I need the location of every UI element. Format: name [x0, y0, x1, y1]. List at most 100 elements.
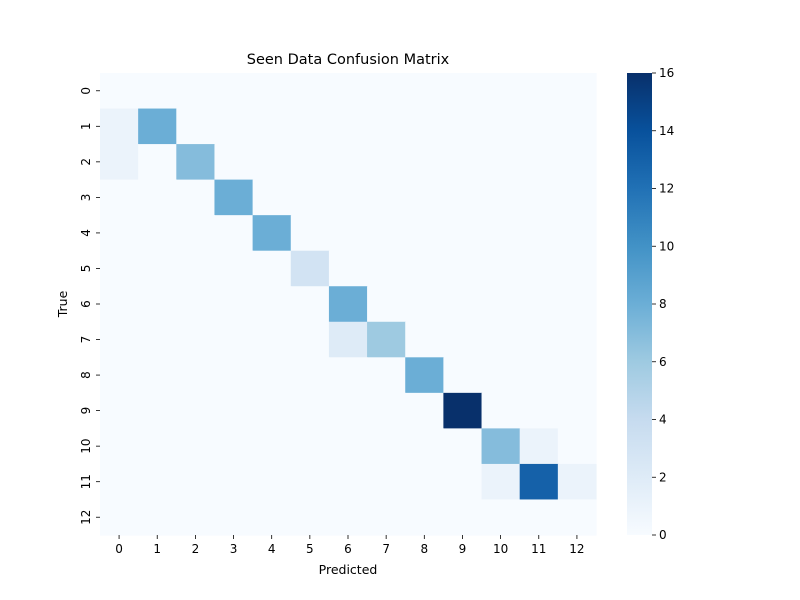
heatmap-cell-5-1: [138, 250, 177, 287]
heatmap-cell-4-4: [252, 215, 292, 252]
colorbar-tick-label: 6: [659, 355, 667, 369]
heatmap-cell-2-11: [519, 144, 559, 181]
heatmap-cell-1-11: [519, 108, 559, 145]
colorbar-tick-label: 12: [659, 182, 674, 196]
heatmap-cell-0-11: [519, 73, 559, 110]
heatmap-cell-2-12: [557, 144, 597, 181]
heatmap-cell-6-12: [557, 286, 597, 323]
heatmap-cell-8-4: [252, 357, 292, 394]
heatmap-cell-2-4: [252, 144, 292, 181]
heatmap-cell-1-0: [100, 108, 139, 145]
colorbar-tick-label: 2: [659, 470, 667, 484]
heatmap-cell-12-7: [367, 499, 406, 536]
heatmap-cell-5-12: [557, 250, 597, 287]
heatmap-cell-8-0: [100, 357, 139, 394]
heatmap-cell-7-2: [176, 321, 216, 358]
heatmap-cell-10-4: [252, 428, 292, 465]
heatmap-cell-5-4: [252, 250, 292, 287]
heatmap-cell-2-8: [405, 144, 444, 181]
heatmap-cell-12-0: [100, 499, 139, 536]
heatmap-cell-0-1: [138, 73, 177, 110]
heatmap-cell-11-5: [290, 463, 330, 501]
heatmap-cell-11-9: [443, 463, 483, 501]
heatmap-cell-4-1: [138, 215, 177, 252]
heatmap-cell-9-3: [214, 392, 254, 429]
heatmap-cell-12-3: [214, 499, 254, 536]
x-tick-label: 5: [306, 542, 314, 556]
heatmap-cell-12-6: [328, 499, 368, 536]
heatmap-cell-8-6: [328, 357, 368, 394]
y-tick-label: 6: [79, 300, 93, 308]
heatmap-cell-10-6: [328, 428, 368, 465]
x-axis-ticks: 0 1 2 3 4 5 6 7 8 9 10 11 12: [115, 535, 585, 556]
heatmap-cell-6-10: [481, 286, 521, 323]
heatmap-cell-9-2: [176, 392, 216, 429]
heatmap-cell-9-6: [328, 392, 368, 429]
colorbar-tick-label: 14: [659, 124, 674, 138]
heatmap-cell-6-7: [367, 286, 406, 323]
y-tick-label: 8: [79, 371, 93, 379]
colorbar-tick-label: 16: [659, 66, 674, 80]
heatmap-cell-2-6: [328, 144, 368, 181]
heatmap-cell-10-0: [100, 428, 139, 465]
heatmap-cell-6-5: [290, 286, 330, 323]
heatmap-cell-5-2: [176, 250, 216, 287]
heatmap-cell-0-6: [328, 73, 368, 110]
heatmap-cell-6-1: [138, 286, 177, 323]
heatmap-cell-0-9: [443, 73, 483, 110]
heatmap-cell-7-4: [252, 321, 292, 358]
heatmap-cell-7-10: [481, 321, 521, 358]
heatmap-cell-10-8: [405, 428, 444, 465]
heatmap-cell-1-10: [481, 108, 521, 145]
heatmap-cell-6-11: [519, 286, 559, 323]
heatmap-cell-4-5: [290, 215, 330, 252]
heatmap-cell-2-9: [443, 144, 483, 181]
x-tick-label: 9: [459, 542, 467, 556]
x-tick-label: 2: [192, 542, 200, 556]
heatmap-cell-4-12: [557, 215, 597, 252]
heatmap-cell-1-1: [138, 108, 177, 145]
heatmap-cell-5-10: [481, 250, 521, 287]
heatmap-cell-4-10: [481, 215, 521, 252]
heatmap-cell-4-9: [443, 215, 483, 252]
heatmap-cell-2-3: [214, 144, 254, 181]
heatmap-cell-6-4: [252, 286, 292, 323]
x-tick-label: 11: [531, 542, 546, 556]
y-tick-label: 11: [79, 474, 93, 489]
heatmap-cell-3-0: [100, 179, 139, 216]
heatmap-cell-8-12: [557, 357, 597, 394]
y-tick-label: 9: [79, 407, 93, 415]
heatmap-cell-11-7: [367, 463, 406, 501]
colorbar-tick-label: 0: [659, 528, 667, 542]
x-tick-label: 6: [344, 542, 352, 556]
y-tick-label: 3: [79, 194, 93, 202]
x-tick-label: 7: [382, 542, 390, 556]
heatmap-cell-9-1: [138, 392, 177, 429]
heatmap-cell-11-3: [214, 463, 254, 501]
heatmap-cell-8-7: [367, 357, 406, 394]
heatmap-cell-10-11: [519, 428, 559, 465]
heatmap-cell-7-1: [138, 321, 177, 358]
y-tick-label: 5: [79, 265, 93, 273]
heatmap-cell-11-8: [405, 463, 444, 501]
heatmap-cell-4-8: [405, 215, 444, 252]
heatmap-cell-7-7: [367, 321, 406, 358]
heatmap-cell-7-0: [100, 321, 139, 358]
heatmap-cell-6-9: [443, 286, 483, 323]
heatmap-cell-9-9: [443, 392, 483, 429]
y-tick-label: 10: [79, 439, 93, 454]
heatmap-cell-1-9: [443, 108, 483, 145]
heatmap-cell-4-7: [367, 215, 406, 252]
heatmap-cell-12-2: [176, 499, 216, 536]
heatmap-cell-2-5: [290, 144, 330, 181]
y-axis-label: True: [55, 290, 70, 318]
heatmap-cell-5-7: [367, 250, 406, 287]
x-tick-label: 12: [569, 542, 584, 556]
x-tick-label: 0: [115, 542, 123, 556]
heatmap-cell-9-8: [405, 392, 444, 429]
heatmap-cell-3-1: [138, 179, 177, 216]
heatmap-cell-3-12: [557, 179, 597, 216]
heatmap-cell-8-5: [290, 357, 330, 394]
